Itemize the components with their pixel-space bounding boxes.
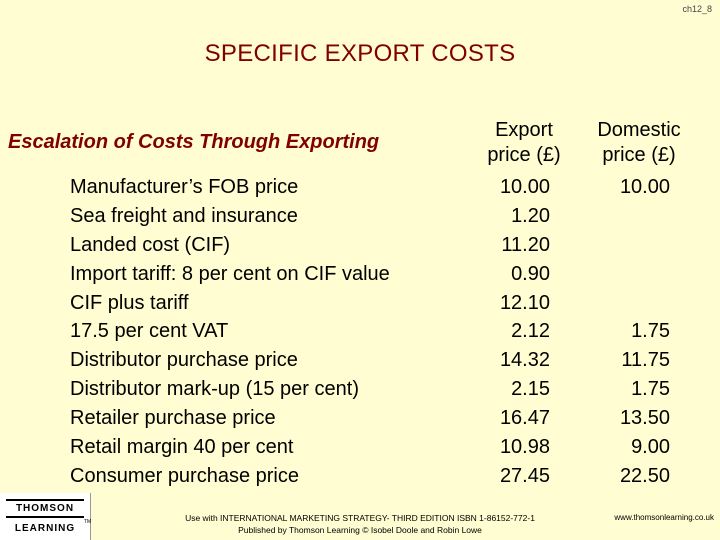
logo-trademark: TM <box>84 519 92 525</box>
table-row: Consumer purchase price 27.45 22.50 <box>0 462 720 491</box>
row-label: Distributor purchase price <box>70 349 298 372</box>
row-label: Consumer purchase price <box>70 464 299 487</box>
export-value: 10.98 <box>499 436 550 459</box>
export-value: 0.90 <box>511 262 550 285</box>
domestic-value: 1.75 <box>631 320 670 343</box>
slide-subtitle: Escalation of Costs Through Exporting <box>8 131 380 153</box>
domestic-value: 1.75 <box>631 378 670 401</box>
domestic-value: 11.75 <box>621 349 670 372</box>
export-value: 2.15 <box>511 378 550 401</box>
cost-table: Manufacturer’s FOB price 10.00 10.00 Sea… <box>0 173 720 491</box>
domestic-value: 10.00 <box>619 176 670 198</box>
table-row: Import tariff: 8 per cent on CIF value 0… <box>0 260 720 289</box>
row-label: Landed cost (CIF) <box>70 233 231 256</box>
logo-rule-middle <box>6 516 84 518</box>
table-row: Distributor mark-up (15 per cent) 2.15 1… <box>0 375 720 404</box>
logo-rule-top <box>6 499 84 501</box>
domestic-value: 13.50 <box>619 407 670 430</box>
row-label: Sea freight and insurance <box>70 204 298 227</box>
export-value: 2.12 <box>511 320 550 343</box>
export-value: 12.10 <box>499 291 550 314</box>
footer-line-2: Published by Thomson Learning © Isobel D… <box>238 525 482 535</box>
row-label: Import tariff: 8 per cent on CIF value <box>70 262 390 285</box>
row-label: CIF plus tariff <box>70 291 189 314</box>
table-row: Landed cost (CIF) 11.20 <box>0 231 720 260</box>
table-row: Distributor purchase price 14.32 11.75 <box>0 346 720 375</box>
row-label: Retailer purchase price <box>70 407 276 430</box>
export-value: 27.45 <box>499 464 550 487</box>
export-value: 1.20 <box>511 204 550 227</box>
row-label: Manufacturer’s FOB price <box>70 176 299 198</box>
export-header-line-1: Export <box>495 119 553 141</box>
export-price-header: Export price (£) <box>474 118 574 168</box>
slide-title: SPECIFIC EXPORT COSTS <box>204 40 516 67</box>
row-label: Distributor mark-up (15 per cent) <box>70 378 359 401</box>
logo-word-learning: LEARNING <box>14 523 76 534</box>
table-row: Manufacturer’s FOB price 10.00 10.00 <box>0 173 720 202</box>
table-row: CIF plus tariff 12.10 <box>0 289 720 318</box>
export-value: 11.20 <box>501 233 550 256</box>
export-value: 14.32 <box>499 349 550 372</box>
slide-id: ch12_8 <box>682 4 712 14</box>
export-value: 10.00 <box>499 176 550 198</box>
footer: THOMSON LEARNING TM Use with INTERNATION… <box>0 493 720 540</box>
domestic-header-line-2: price (£) <box>602 144 676 166</box>
domestic-header-line-1: Domestic <box>597 119 681 141</box>
domestic-value: 22.50 <box>619 464 670 487</box>
row-label: 17.5 per cent VAT <box>70 320 229 343</box>
table-row: Retail margin 40 per cent 10.98 9.00 <box>0 433 720 462</box>
export-value: 16.47 <box>499 407 550 430</box>
row-label: Retail margin 40 per cent <box>70 436 294 459</box>
footer-credits: Use with INTERNATIONAL MARKETING STRATEG… <box>140 512 580 536</box>
logo-word-thomson: THOMSON <box>15 503 75 514</box>
footer-line-1: Use with INTERNATIONAL MARKETING STRATEG… <box>185 513 535 523</box>
thomson-learning-logo: THOMSON LEARNING TM <box>0 493 91 540</box>
table-row: Retailer purchase price 16.47 13.50 <box>0 404 720 433</box>
footer-website: www.thomsonlearning.co.uk <box>614 513 714 522</box>
domestic-price-header: Domestic price (£) <box>584 118 694 168</box>
table-row: Sea freight and insurance 1.20 <box>0 202 720 231</box>
table-row: 17.5 per cent VAT 2.12 1.75 <box>0 317 720 346</box>
export-header-line-2: price (£) <box>487 144 561 166</box>
domestic-value: 9.00 <box>631 436 670 459</box>
